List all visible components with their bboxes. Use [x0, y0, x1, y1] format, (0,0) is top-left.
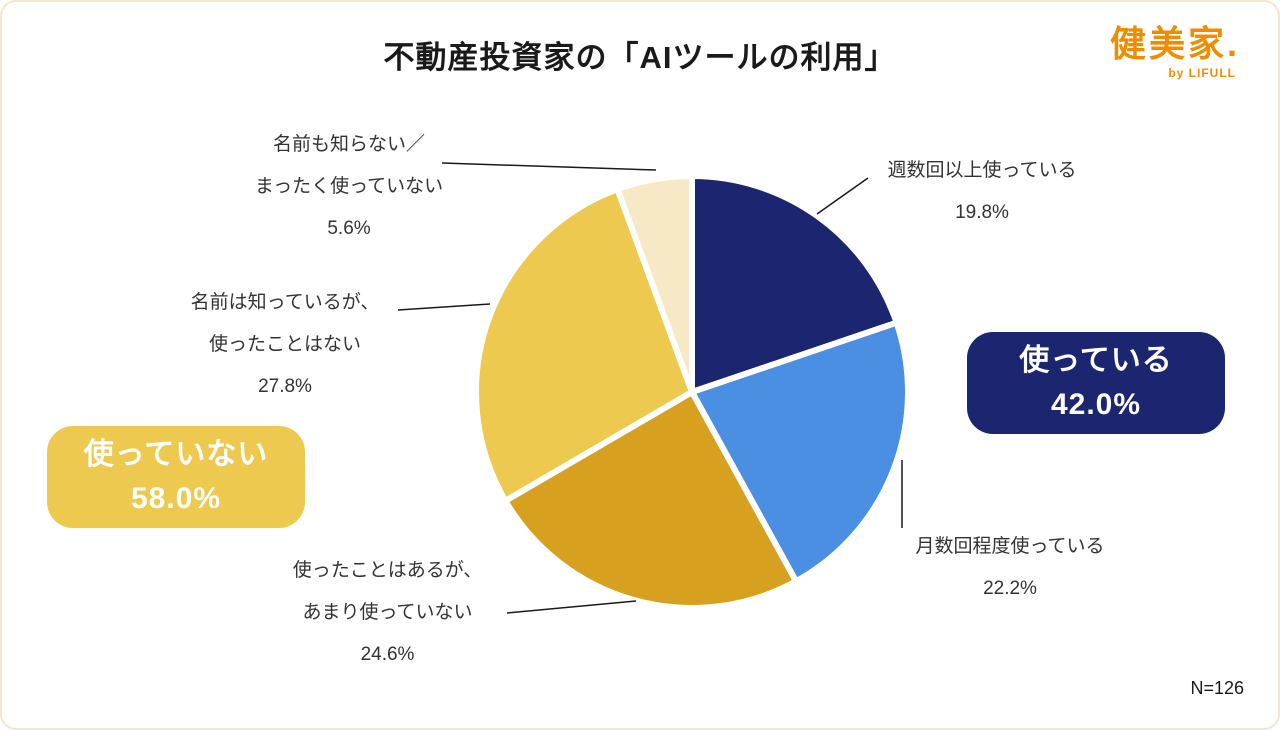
callout-unknown-pct: 5.6% — [327, 218, 371, 239]
pie-slice-3 — [473, 186, 695, 504]
callout-known-label-1: 名前は知っているが、 — [190, 292, 380, 313]
pie-slice-4 — [614, 173, 695, 395]
callout-monthly-pct: 22.2% — [983, 578, 1037, 599]
not-using-badge-label: 使っていない — [83, 438, 269, 471]
pie-slice-2 — [502, 389, 800, 611]
logo-brand-text: 健美家. — [1109, 23, 1240, 64]
sample-size: N=126 — [1190, 678, 1244, 698]
callout-weekly-label: 週数回以上使っている — [887, 160, 1077, 181]
kenbiya-logo: 健美家. by LIFULL — [1110, 24, 1240, 80]
logo-sub-text: by LIFULL — [1168, 65, 1236, 80]
callout-unknown: 名前も知らない／ まったく使っていない 5.6% — [234, 124, 464, 250]
callout-rarely-pct: 24.6% — [360, 644, 415, 665]
using-badge: 使っている 42.0% — [967, 332, 1225, 434]
callout-weekly-pct: 19.8% — [955, 202, 1009, 223]
page-title: 不動産投資家の「AIツールの利用」 — [383, 40, 897, 75]
using-badge-pct: 42.0% — [1050, 388, 1142, 421]
using-badge-label: 使っている — [1019, 344, 1173, 377]
callout-monthly-label: 月数回程度使っている — [915, 536, 1105, 557]
callout-known-not-used: 名前は知っているが、 使ったことはない 27.8% — [174, 282, 396, 408]
callout-rarely: 使ったことはあるが、 あまり使っていない 24.6% — [270, 550, 505, 676]
callout-rarely-label-2: あまり使っていない — [302, 602, 473, 623]
not-using-badge: 使っていない 58.0% — [47, 426, 305, 528]
callout-monthly: 月数回程度使っている 22.2% — [890, 526, 1130, 610]
callout-known-label-2: 使ったことはない — [208, 334, 361, 355]
callout-unknown-label-1: 名前も知らない／ — [272, 134, 425, 155]
pie-svg — [473, 173, 911, 611]
pie-slice-1 — [689, 319, 911, 585]
callout-rarely-label-1: 使ったことはあるが、 — [292, 560, 483, 581]
callout-unknown-label-2: まったく使っていない — [254, 176, 444, 197]
callout-weekly: 週数回以上使っている 19.8% — [857, 150, 1107, 234]
pie-chart — [468, 168, 916, 616]
callout-known-pct: 27.8% — [258, 376, 312, 397]
not-using-badge-pct: 58.0% — [130, 482, 222, 515]
